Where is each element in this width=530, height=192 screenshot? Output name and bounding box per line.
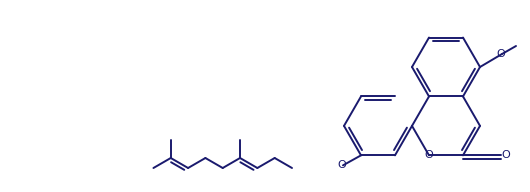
Text: O: O <box>338 160 347 170</box>
Text: O: O <box>425 150 434 160</box>
Text: O: O <box>497 49 506 59</box>
Text: O: O <box>501 150 510 160</box>
